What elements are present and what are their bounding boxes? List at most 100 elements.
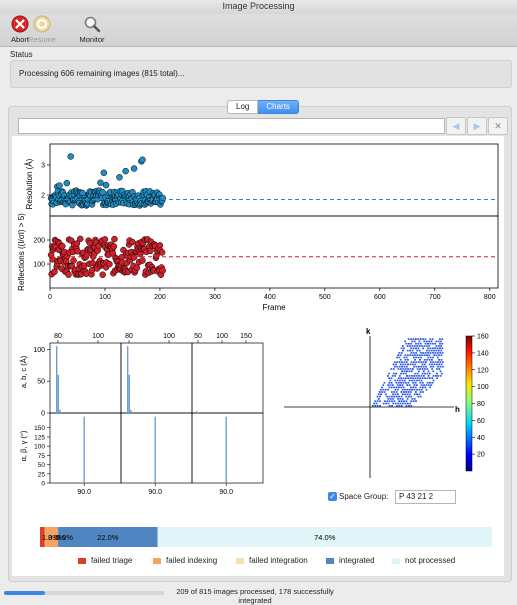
lattice-point — [379, 400, 381, 402]
lattice-point — [384, 393, 387, 396]
cell-length-panel — [191, 342, 264, 414]
reflections-point — [158, 249, 166, 256]
lattice-point — [373, 402, 375, 405]
lattice-point — [403, 379, 406, 382]
lattice-point — [398, 361, 401, 363]
forward-button[interactable]: ▶ — [467, 117, 487, 135]
resolution-ylabel: Resolution (Å) — [25, 158, 34, 209]
lattice-point — [440, 345, 443, 347]
lattice-point — [409, 368, 412, 370]
lattice-point — [427, 342, 429, 345]
lattice-point — [431, 338, 434, 340]
lattice-point — [411, 340, 414, 343]
lattice-point — [425, 345, 428, 347]
lattice-point — [431, 363, 433, 366]
lattice-point — [416, 349, 419, 352]
lattice-point — [440, 354, 443, 356]
reflections-point — [65, 271, 72, 278]
lattice-point — [406, 375, 408, 377]
search-input[interactable] — [18, 118, 445, 134]
lattice-point — [414, 377, 417, 379]
lattice-point — [414, 363, 417, 366]
lattice-point — [404, 368, 407, 370]
lattice-point — [409, 363, 412, 366]
lattice-point — [436, 368, 438, 370]
abort-button[interactable]: Abort — [0, 15, 40, 45]
lattice-point — [394, 402, 397, 405]
cell-angle-y-tick: 75 — [38, 453, 46, 460]
lattice-point — [398, 395, 400, 398]
lattice-point — [418, 388, 421, 391]
lattice-point — [431, 342, 434, 345]
lattice-point — [393, 386, 395, 389]
lattice-point — [415, 375, 418, 377]
lattice-point — [387, 384, 389, 386]
lattice-point — [429, 382, 431, 384]
space-group-checkbox[interactable]: ✓ — [328, 492, 337, 501]
back-button[interactable]: ◀ — [446, 117, 466, 135]
lattice-point — [437, 361, 439, 363]
tab-bar: Log Charts — [227, 100, 299, 114]
resolution-point — [99, 189, 106, 196]
resolution-point — [97, 179, 104, 186]
lattice-point — [414, 338, 417, 340]
lattice-point — [414, 359, 416, 361]
lattice-point — [376, 400, 379, 402]
tab-charts[interactable]: Charts — [258, 100, 299, 114]
lattice-point — [441, 365, 444, 368]
frame-tick-label: 800 — [484, 294, 496, 301]
lattice-point — [386, 395, 388, 398]
lattice-point — [418, 379, 421, 382]
lattice-point — [414, 386, 417, 389]
lattice-point — [380, 393, 382, 396]
lattice-point — [434, 342, 437, 345]
tab-log[interactable]: Log — [227, 100, 259, 114]
monitor-button[interactable]: Monitor — [72, 15, 112, 45]
lattice-point — [403, 361, 406, 363]
lattice-point — [401, 379, 404, 382]
lattice-point — [413, 375, 416, 377]
reflections-point — [73, 240, 81, 247]
reflections-point — [110, 243, 118, 250]
lattice-point — [375, 402, 378, 405]
lattice-point — [395, 382, 398, 384]
legend-swatch-not-processed — [392, 558, 400, 564]
lattice-point — [431, 347, 434, 350]
lattice-point — [396, 356, 398, 359]
lattice-point — [429, 361, 432, 363]
lattice-points — [372, 338, 444, 407]
lattice-point — [424, 386, 427, 389]
lattice-point — [417, 395, 420, 398]
lattice-point — [388, 372, 390, 375]
lattice-point — [433, 349, 435, 352]
cell-length-y-tick: 0 — [41, 411, 45, 418]
resolution-point — [116, 174, 123, 181]
lattice-point — [398, 400, 401, 402]
lattice-point — [382, 384, 385, 386]
lattice-point — [408, 379, 411, 382]
lattice-point — [435, 345, 438, 347]
space-group-input[interactable]: P 43 21 2 — [395, 490, 456, 504]
lattice-point — [400, 386, 403, 389]
lattice-point — [423, 363, 426, 366]
lattice-point — [434, 347, 437, 350]
h-axis-label: h — [455, 405, 460, 414]
lattice-point — [410, 391, 412, 393]
lattice-point — [413, 393, 416, 396]
resolution-tick-label: 2 — [41, 193, 45, 200]
lattice-point — [406, 402, 409, 405]
colorbar-tick-label: 120 — [477, 367, 489, 374]
window-title: Image Processing — [222, 1, 295, 11]
cell-angles-ylabel: α, β, γ (°) — [19, 430, 28, 461]
lattice-point — [435, 354, 438, 356]
lattice-point — [401, 388, 404, 391]
lattice-point — [387, 388, 390, 391]
cell-angle-bar — [225, 416, 227, 483]
lattice-point — [411, 363, 414, 366]
lattice-point — [401, 361, 403, 363]
close-button[interactable]: ✕ — [488, 117, 508, 135]
lattice-point — [413, 361, 415, 363]
lattice-point — [397, 402, 399, 405]
resume-button[interactable]: Resume — [22, 15, 62, 45]
lattice-point — [405, 400, 408, 402]
